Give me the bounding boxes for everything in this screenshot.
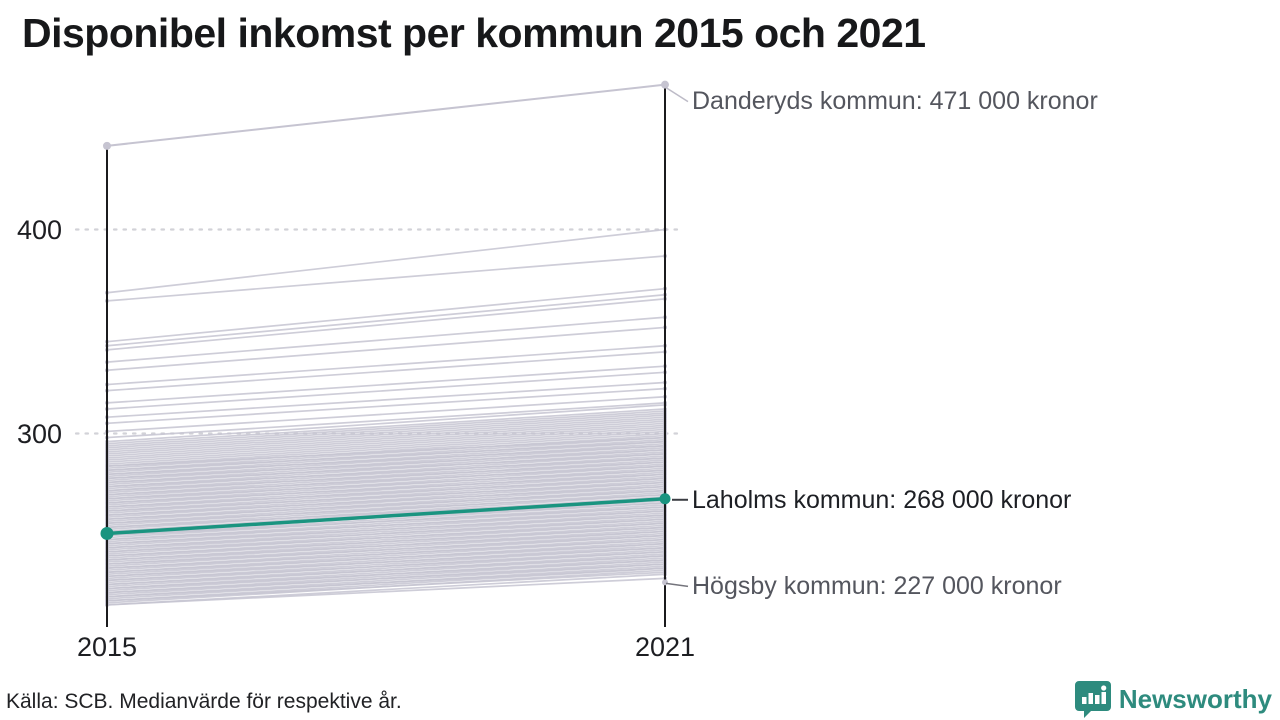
y-tick-400: 400	[16, 214, 62, 245]
annotation-hogsby: Högsby kommun: 227 000 kronor	[692, 571, 1062, 600]
newsworthy-wordmark: Newsworthy	[1118, 684, 1272, 714]
annotation-laholm: Laholms kommun: 268 000 kronor	[692, 486, 1072, 515]
newsworthy-logo[interactable]: Newsworthy	[1074, 681, 1272, 718]
x-tick-2015: 2015	[76, 632, 138, 662]
annotation-danderyd: Danderyds kommun: 471 000 kronor	[692, 87, 1098, 116]
newsworthy-icon	[1074, 681, 1111, 718]
x-tick-2021: 2021	[634, 632, 696, 662]
chart-title: Disponibel inkomst per kommun 2015 och 2…	[22, 10, 926, 56]
source-note: Källa: SCB. Medianvärde för respektive å…	[6, 690, 402, 713]
y-tick-300: 300	[16, 418, 62, 449]
